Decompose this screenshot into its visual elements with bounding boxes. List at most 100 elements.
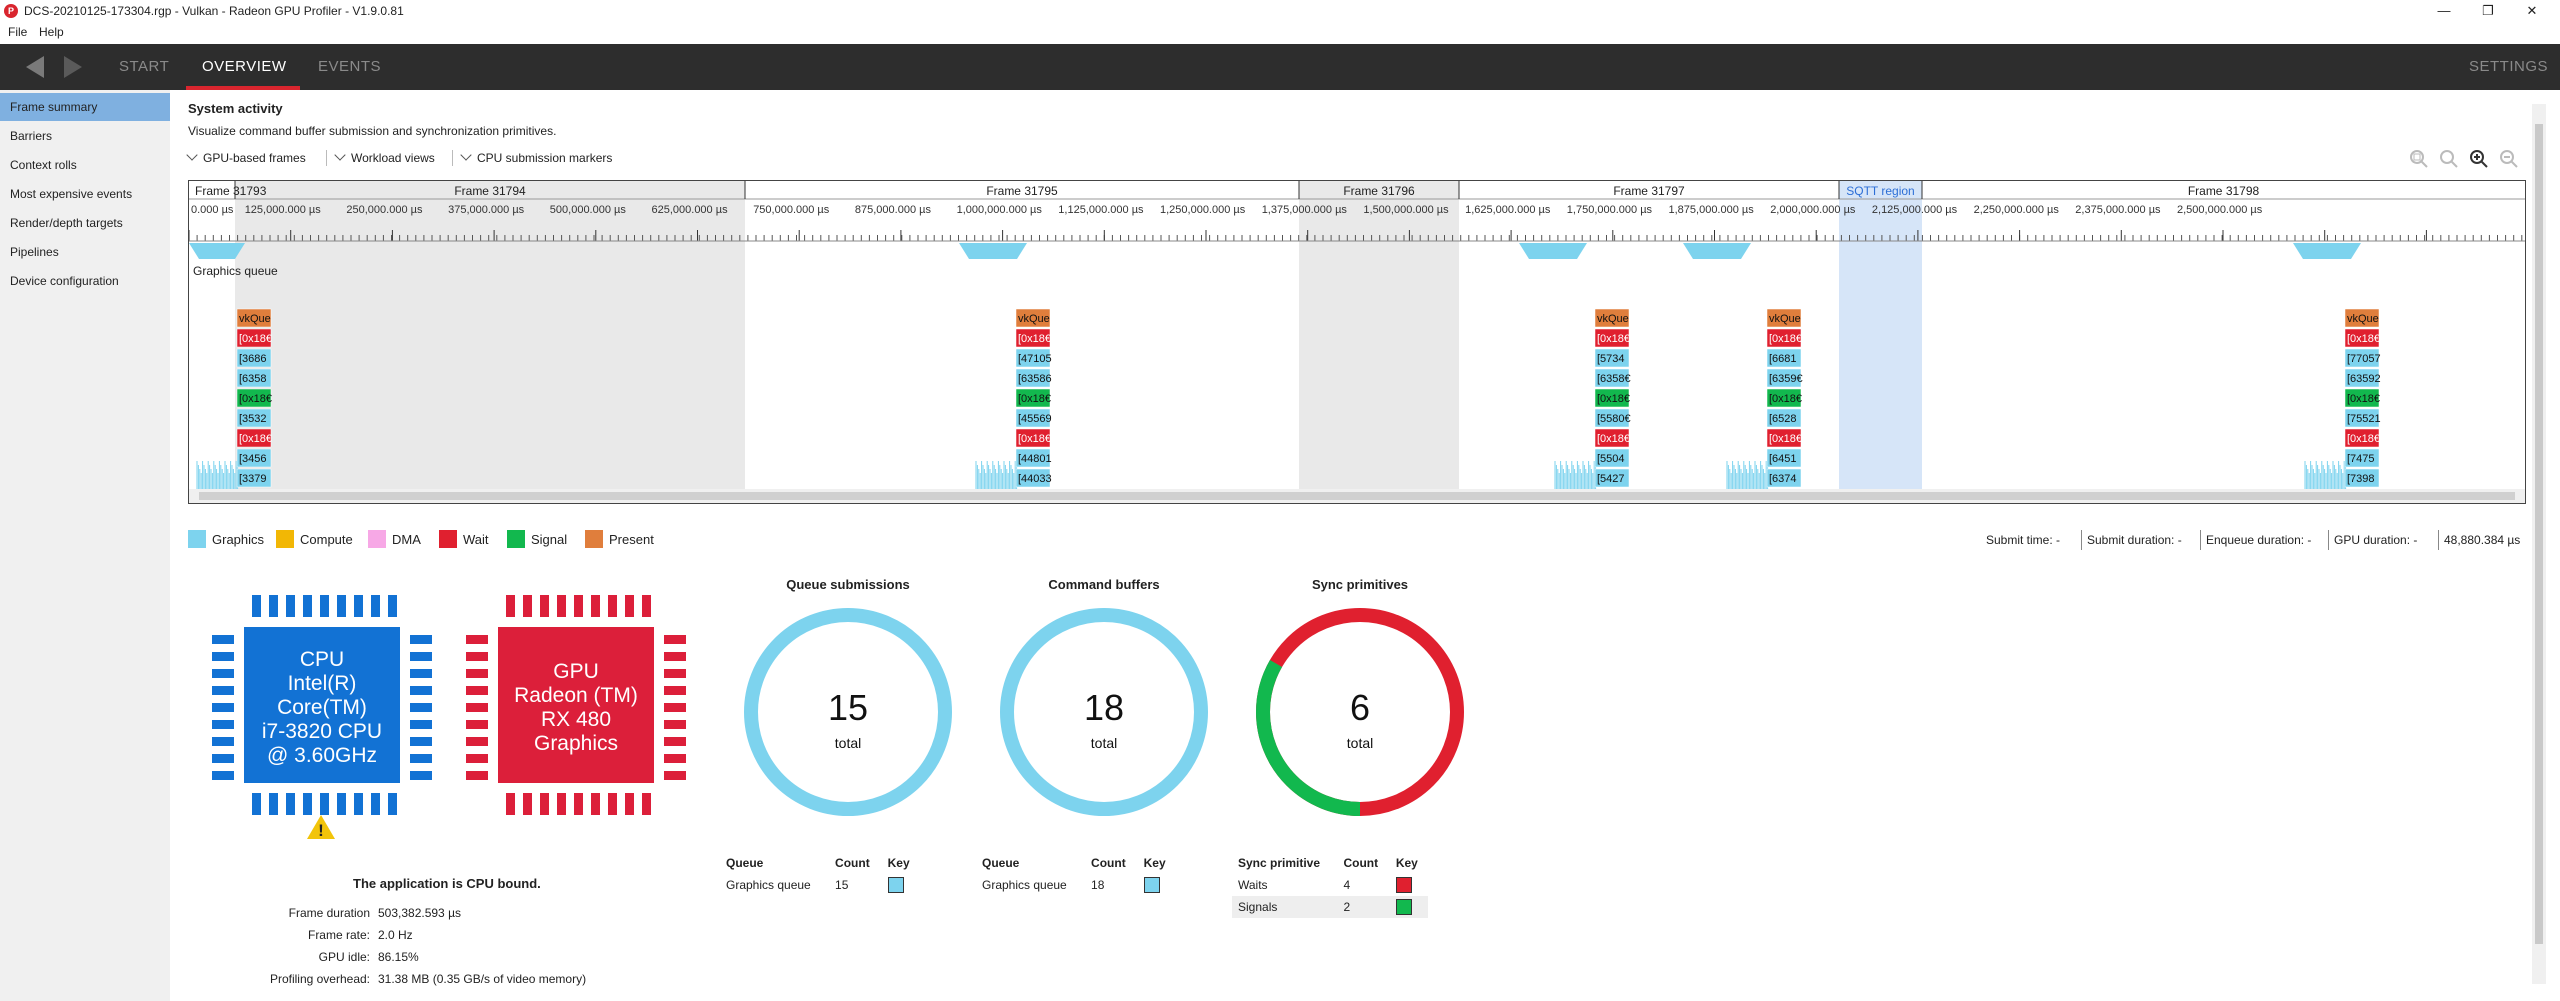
close-icon[interactable]: ✕ (2526, 3, 2538, 18)
tick-label: 375,000.000 µs (448, 204, 525, 216)
submission-label: [0x18€ (239, 433, 272, 445)
enqueue-duration: Enqueue duration: - (2206, 533, 2312, 547)
minimize-icon[interactable]: — (2437, 3, 2451, 18)
scrollbar-thumb[interactable] (2535, 124, 2543, 944)
legend-swatch (368, 529, 386, 548)
maximize-icon[interactable]: ❐ (2482, 3, 2494, 18)
col-header: Queue (726, 856, 764, 870)
submission-label: [77057 (2347, 353, 2381, 365)
menu-help[interactable]: Help (39, 25, 64, 39)
present-marker (189, 243, 245, 259)
cpu-label-line: Core(TM) (277, 696, 367, 719)
sidebar-item-most-expensive-events[interactable]: Most expensive events (10, 187, 133, 201)
menu-file[interactable]: File (8, 25, 28, 39)
donut-total: 18 (1084, 687, 1124, 728)
workload-views-dropdown[interactable]: Workload views (334, 147, 435, 169)
title-bar: P DCS-20210125-173304.rgp - Vulkan - Rad… (0, 0, 2560, 22)
submission-block (1015, 468, 1051, 488)
col-header: Queue (982, 856, 1020, 870)
selection-range: 48,880.384 µs (2444, 533, 2521, 547)
submission-label: vkQue (1597, 313, 1629, 325)
present-marker (959, 243, 1027, 259)
tick-label: 125,000.000 µs (245, 204, 322, 216)
back-arrow-icon[interactable] (26, 56, 44, 78)
tick-label: 1,375,000.000 µs (1262, 204, 1348, 216)
sidebar-item-pipelines[interactable]: Pipelines (10, 245, 59, 259)
tick-label: 1,750,000.000 µs (1567, 204, 1653, 216)
cpu-markers-dropdown[interactable]: CPU submission markers (460, 147, 612, 169)
zoom-in-icon[interactable] (2468, 148, 2490, 170)
legend-compute: Compute (276, 529, 353, 550)
submission-label: vkQue (1769, 313, 1801, 325)
col-header: Sync primitive (1238, 856, 1321, 870)
zoom-out-icon[interactable] (2498, 148, 2520, 170)
svg-text:!: ! (318, 821, 324, 840)
frame-label: Frame 31795 (986, 184, 1058, 198)
tick-label: 1,875,000.000 µs (1669, 204, 1755, 216)
sidebar-item-frame-summary[interactable]: Frame summary (0, 93, 170, 121)
frame-region (1299, 181, 1459, 503)
legend-graphics: Graphics (188, 529, 264, 550)
submission-block (1015, 388, 1051, 408)
submission-block (1594, 388, 1630, 408)
present-marker (1683, 243, 1751, 259)
forward-arrow-icon[interactable] (64, 56, 82, 78)
submission-label: [45569 (1018, 413, 1052, 425)
chevron-down-icon (186, 149, 198, 161)
submission-block (1766, 468, 1802, 488)
gpu-label-line: RX 480 (541, 708, 611, 731)
submission-block (2344, 328, 2380, 348)
submit-time: Submit time: - (1986, 533, 2061, 547)
tab-start[interactable]: START (119, 58, 170, 75)
submission-block (1594, 308, 1630, 328)
tick-label: 0.000 µs (191, 204, 234, 216)
submission-block (2344, 408, 2380, 428)
zoom-in-selection-icon[interactable] (2408, 148, 2430, 170)
system-activity-timeline[interactable]: Frame 31793 Frame 31794 Frame 31795 Frame 3… (188, 180, 2526, 504)
submission-block (1766, 328, 1802, 348)
submission-block (2344, 388, 2380, 408)
gpu-frames-dropdown[interactable]: GPU-based frames (186, 147, 306, 169)
tick-label: 2,375,000.000 µs (2075, 204, 2161, 216)
col-header: Count (1091, 856, 1126, 870)
frame-region (189, 181, 235, 503)
sidebar-item-render-depth-targets[interactable]: Render/depth targets (10, 216, 123, 230)
submission-block (236, 408, 272, 428)
tick-label: 1,625,000.000 µs (1465, 204, 1551, 216)
submission-block (2344, 348, 2380, 368)
zoom-reset-icon[interactable] (2438, 148, 2460, 170)
submission-block (236, 328, 272, 348)
submission-label: [0x18€ (1597, 333, 1630, 345)
tick-label: 625,000.000 µs (652, 204, 729, 216)
submission-label: [0x18€ (2347, 433, 2380, 445)
tab-events[interactable]: EVENTS (318, 58, 382, 75)
table-row: Waits 4 (1232, 874, 1428, 896)
sidebar-item-context-rolls[interactable]: Context rolls (10, 158, 77, 172)
nav-bar: START OVERVIEW EVENTS SETTINGS (0, 44, 2560, 90)
submission-label: [0x18€ (1769, 333, 1802, 345)
submission-label: [75521 (2347, 413, 2381, 425)
submission-block (236, 308, 272, 328)
cpu-chip: CPU Intel(R) Core(TM) i7-3820 CPU @ 3.60… (212, 595, 432, 815)
dropdown-label: GPU-based frames (203, 151, 306, 165)
timeline-graph[interactable]: Frame 31793 Frame 31794 Frame 31795 Frame 3… (189, 181, 2525, 503)
active-tab-indicator (186, 86, 300, 90)
tick-label: 2,250,000.000 µs (1974, 204, 2060, 216)
submission-block (1015, 348, 1051, 368)
submission-label: [6681 (1769, 353, 1797, 365)
submission-label: [6358€ (1597, 373, 1631, 385)
sidebar-item-barriers[interactable]: Barriers (10, 129, 53, 143)
submission-block (1766, 308, 1802, 328)
tab-overview[interactable]: OVERVIEW (202, 58, 287, 75)
sync-primitives-table: Sync primitive Count Key Waits 4 Signals 2 (1232, 852, 1428, 918)
section-description: Visualize command buffer submission and … (188, 124, 557, 138)
tab-settings[interactable]: SETTINGS (2469, 58, 2549, 75)
key-swatch (1143, 877, 1160, 893)
col-header: Count (1343, 856, 1379, 870)
sidebar-item-device-configuration[interactable]: Device configuration (10, 274, 119, 288)
submission-block (236, 448, 272, 468)
vertical-scrollbar[interactable] (2532, 104, 2546, 984)
submission-label: [0x18€ (1597, 393, 1630, 405)
submission-label: [0x18€ (239, 393, 272, 405)
submission-block (1766, 448, 1802, 468)
